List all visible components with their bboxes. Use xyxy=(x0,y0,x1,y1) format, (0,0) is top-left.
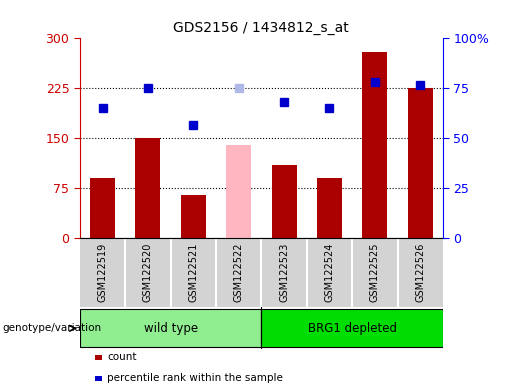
Text: percentile rank within the sample: percentile rank within the sample xyxy=(107,373,283,383)
Text: GSM122523: GSM122523 xyxy=(279,243,289,302)
Bar xyxy=(317,178,342,238)
Bar xyxy=(408,88,433,238)
Text: GSM122519: GSM122519 xyxy=(97,243,108,302)
Text: GSM122522: GSM122522 xyxy=(234,243,244,303)
Text: genotype/variation: genotype/variation xyxy=(3,323,101,333)
Text: GSM122521: GSM122521 xyxy=(188,243,198,302)
Bar xyxy=(226,145,251,238)
Text: GSM122524: GSM122524 xyxy=(324,243,334,302)
Bar xyxy=(261,310,443,347)
Text: GSM122525: GSM122525 xyxy=(370,243,380,303)
Text: GSM122526: GSM122526 xyxy=(415,243,425,302)
Text: BRG1 depleted: BRG1 depleted xyxy=(307,322,397,335)
Bar xyxy=(90,178,115,238)
Bar xyxy=(181,195,206,238)
Bar xyxy=(80,310,261,347)
Title: GDS2156 / 1434812_s_at: GDS2156 / 1434812_s_at xyxy=(174,21,349,35)
Text: count: count xyxy=(107,352,136,362)
Text: wild type: wild type xyxy=(144,322,198,335)
Bar xyxy=(363,52,387,238)
Bar xyxy=(135,138,160,238)
Bar xyxy=(271,165,297,238)
Text: GSM122520: GSM122520 xyxy=(143,243,153,302)
